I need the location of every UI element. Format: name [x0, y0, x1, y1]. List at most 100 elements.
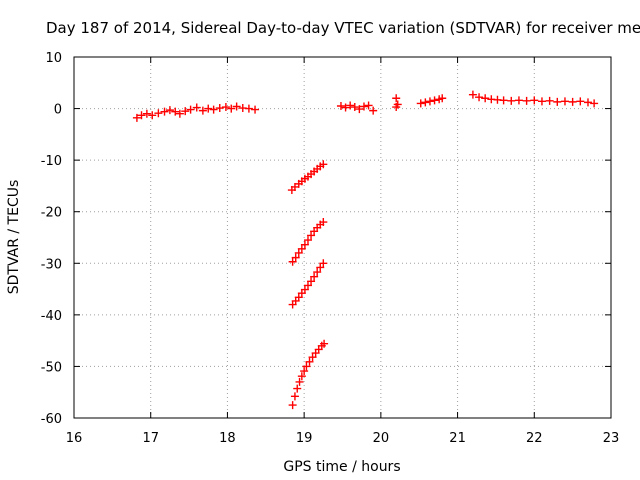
data-point [293, 384, 302, 393]
data-series-6 [336, 101, 378, 115]
data-point [307, 277, 316, 286]
data-point [392, 94, 401, 103]
data-point [288, 257, 297, 266]
x-tick-label: 22 [526, 431, 543, 446]
data-point [475, 93, 484, 102]
data-point [297, 244, 306, 253]
x-tick-label: 23 [603, 431, 620, 446]
data-point [355, 105, 364, 114]
data-point [369, 106, 378, 115]
data-series-5 [288, 339, 329, 410]
data-point [154, 109, 163, 118]
data-point [294, 248, 303, 257]
data-point [198, 106, 207, 115]
y-tick-label: -10 [41, 154, 62, 169]
data-point [215, 104, 224, 113]
data-point [244, 104, 253, 113]
data-point [308, 353, 317, 362]
data-point [181, 107, 190, 116]
data-series-9 [468, 90, 599, 108]
data-point [192, 103, 201, 112]
axis-ticks [73, 56, 612, 419]
x-tick-label: 17 [142, 431, 159, 446]
data-series-2 [287, 160, 328, 195]
data-series-3 [288, 218, 328, 266]
data-series-4 [288, 259, 328, 309]
x-tick-label: 20 [373, 431, 390, 446]
data-point [300, 240, 309, 249]
data-point [576, 97, 585, 106]
x-tick-label: 21 [449, 431, 466, 446]
data-point [341, 103, 350, 112]
data-point [310, 272, 319, 281]
data-point [290, 392, 299, 401]
data-point [568, 97, 577, 106]
y-tick-label: -60 [41, 412, 62, 427]
data-point [294, 293, 303, 302]
y-tick-label: -20 [41, 206, 62, 221]
data-point [468, 90, 477, 99]
y-tick-label: 0 [54, 103, 62, 118]
data-point [300, 367, 309, 376]
data-point [221, 103, 230, 112]
data-point [320, 339, 329, 348]
data-point [583, 98, 592, 107]
data-point [300, 285, 309, 294]
data-point [499, 96, 508, 105]
data-point [319, 160, 328, 169]
data-point [227, 104, 236, 113]
plot-frame [73, 56, 612, 419]
data-point [165, 106, 174, 115]
data-point [316, 263, 325, 272]
data-point [160, 107, 169, 116]
data-point [530, 96, 539, 105]
data-point [319, 218, 328, 227]
data-point [393, 100, 402, 109]
data-point [303, 281, 312, 290]
data-point [302, 362, 311, 371]
data-point [514, 96, 523, 105]
data-point [425, 97, 434, 106]
data-point [430, 96, 439, 105]
data-point [319, 259, 328, 268]
data-point [186, 105, 195, 114]
data-series-8 [416, 94, 447, 108]
data-point [303, 236, 312, 245]
y-tick-label: -40 [41, 309, 62, 324]
x-tick-label: 18 [219, 431, 236, 446]
grid-lines [74, 57, 611, 418]
data-point [171, 107, 180, 116]
x-tick-label: 16 [66, 431, 83, 446]
data-point [359, 102, 368, 111]
data-point [204, 104, 213, 113]
data-points [132, 90, 599, 410]
data-point [590, 99, 599, 108]
data-point [421, 98, 430, 107]
data-point [553, 97, 562, 106]
data-point [295, 377, 304, 386]
data-point [232, 102, 241, 111]
y-axis-label: SDTVAR / TECUs [6, 180, 22, 295]
x-tick-labels: 16 17 18 19 20 21 22 23 [66, 431, 620, 446]
data-point [209, 105, 218, 114]
data-point [522, 96, 531, 105]
data-point [175, 109, 184, 118]
data-point [537, 97, 546, 106]
x-axis-label: GPS time / hours [283, 459, 400, 475]
data-point [305, 357, 314, 366]
data-point [336, 101, 345, 110]
data-point [364, 101, 373, 110]
data-point [307, 231, 316, 240]
data-point [560, 97, 569, 106]
data-point [346, 101, 355, 110]
x-tick-label: 19 [296, 431, 313, 446]
data-point [291, 253, 300, 262]
y-tick-label: -30 [41, 257, 62, 272]
data-series-1 [132, 102, 260, 122]
y-tick-labels: 10 0 -10 -20 -30 -40 -50 -60 [41, 51, 62, 427]
chart-title: Day 187 of 2014, Sidereal Day-to-day VTE… [46, 19, 640, 37]
data-point [438, 94, 447, 103]
data-point [313, 268, 322, 277]
data-point [142, 109, 151, 118]
